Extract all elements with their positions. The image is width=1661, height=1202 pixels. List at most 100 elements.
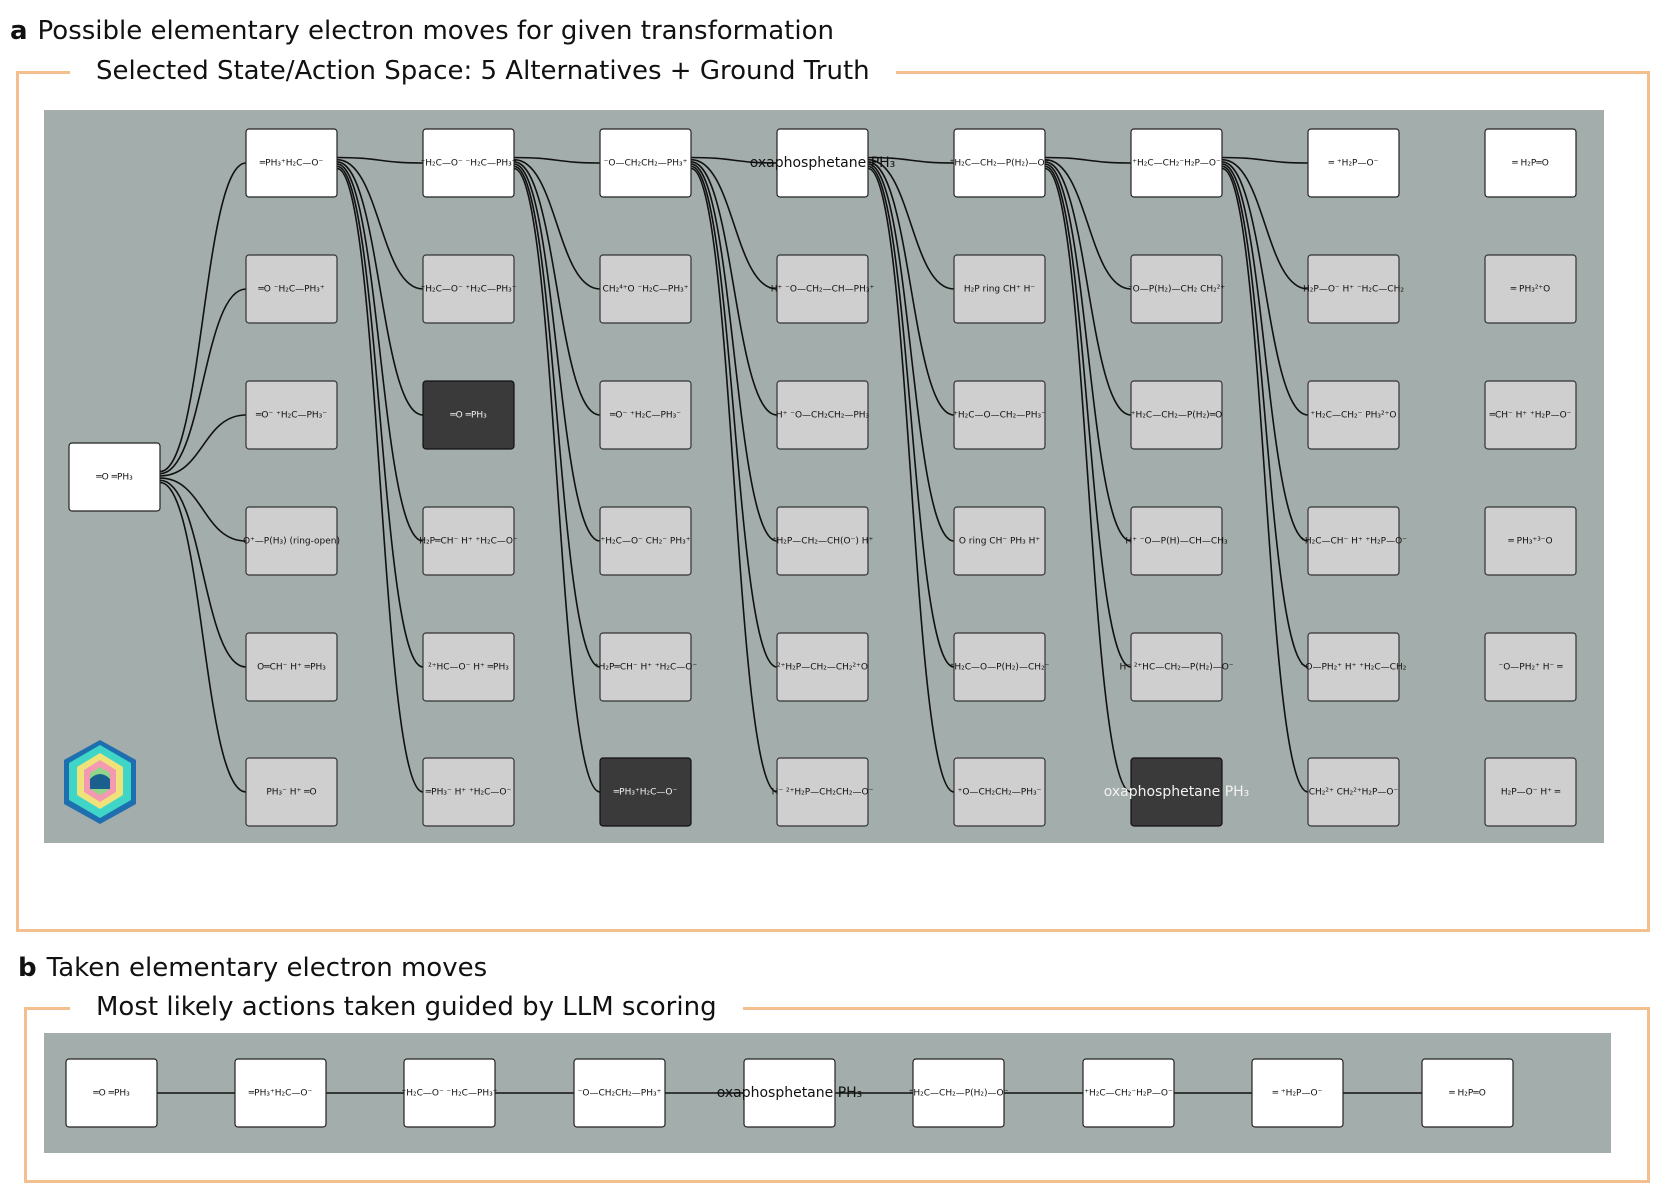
- alternative-state-node: ⁺H₂C—O—CH₂—PH₃⁻: [953, 380, 1046, 450]
- taken-step-node-label: ⁺H₂C—O⁻ ⁻H₂C—PH₃⁺: [401, 1089, 497, 1099]
- alternative-state-node-label: oxaphosphetane PH₃: [1104, 784, 1250, 800]
- alternative-state-node-label: ²⁺HC—O⁻ H⁺ ═PH₃: [428, 663, 509, 673]
- main-state-node: ⁺H₂C—O⁻ ⁻H₂C—PH₃⁺: [420, 128, 517, 198]
- tree-link: [1044, 165, 1132, 668]
- alternative-state-node: ═ PH₃⁺³⁻O: [1484, 506, 1577, 576]
- tree-link: [1044, 161, 1132, 416]
- main-state-node-label: ⁺H₂C—CH₂—P(H₂)—O⁻: [950, 159, 1050, 169]
- tree-link: [867, 167, 955, 793]
- alternative-state-node-label: ⁺H₂P═CH⁻ H⁺ ⁺H₂C—O⁻: [594, 663, 698, 673]
- taken-path-panel: ═O ═PH₃ ═PH₃⁺H₂C—O⁻ ⁺H₂C—O⁻ ⁻H₂C—PH₃⁺ ⁻O—CH…: [44, 1033, 1611, 1153]
- tree-link: [159, 479, 247, 668]
- taken-step-node-label: ═O ═PH₃: [92, 1089, 130, 1099]
- alternative-state-node: ⁺H₂P═CH⁻ H⁺ ⁺H₂C—O⁻: [594, 632, 698, 702]
- alternative-state-node-label: ⁺H₂C—O—CH₂—PH₃⁻: [953, 411, 1046, 421]
- tree-link: [513, 158, 601, 290]
- alternative-state-node-label: ⁺H₂C—CH₂—P(H₂)═O: [1131, 411, 1222, 421]
- alternative-state-node: H⁻ ²⁺H₂P—CH₂CH₂—O⁻: [772, 757, 874, 827]
- tree-link: [690, 158, 778, 290]
- tree-link: [690, 161, 778, 416]
- alternative-state-node: ⁺H₂C—O⁻ CH₂⁻ PH₃⁺: [599, 506, 692, 576]
- alternative-state-node: ²⁺H₂P—CH₂—CH₂²⁺O: [776, 632, 869, 702]
- tree-link: [867, 165, 955, 668]
- main-state-node: ═ H₂P═O: [1484, 128, 1577, 198]
- alternative-state-node: ⁺H₂C—CH⁻ H⁺ ⁺H₂P—O⁻: [1300, 506, 1407, 576]
- alternative-state-node-label: ⁻O—PH₂⁺ H⁺ ⁺H₂C—CH₂: [1301, 663, 1407, 673]
- alternative-state-node-label: ⁺H₂C—CH₂⁻ PH₃²⁺O: [1311, 411, 1397, 421]
- taken-step-node: ⁺H₂C—O⁻ ⁻H₂C—PH₃⁺: [401, 1058, 498, 1128]
- panel-a-heading-text: Possible elementary electron moves for g…: [37, 16, 834, 46]
- alternative-state-node-label: ²⁺H₂P—CH₂—CH₂²⁺O: [777, 663, 868, 673]
- alternative-state-node-label: ⁻O—PH₂⁺ H⁻ ═: [1498, 663, 1563, 673]
- alternative-state-node-label: H₂P═CH⁻ H⁺ ⁺H₂C—O⁻: [419, 537, 518, 547]
- tree-link: [336, 156, 424, 164]
- alternative-state-node: ⁻O—PH₂⁺ H⁻ ═: [1484, 632, 1577, 702]
- taken-step-node-label: oxaphosphetane PH₃: [717, 1085, 863, 1101]
- taken-step-node: oxaphosphetane PH₃: [717, 1058, 863, 1128]
- alternative-state-node: H⁺ ⁻O—CH₂CH₂—PH₃: [776, 380, 870, 450]
- alternative-state-node-label: H⁻ ²⁺H₂P—CH₂CH₂—O⁻: [772, 788, 874, 798]
- tree-link: [1221, 165, 1309, 668]
- alternative-state-node: O⁺—P(H₃) (ring-open): [243, 506, 340, 576]
- main-state-node-label: ⁺H₂C—CH₂⁻H₂P—O⁻: [1132, 159, 1221, 169]
- alternative-state-node-label: ═ PH₃⁺³⁻O: [1507, 537, 1552, 547]
- alternative-state-node: ═O ═PH₃: [422, 380, 515, 450]
- alternative-state-node-label: H₂P ring CH⁺ H⁻: [964, 285, 1036, 295]
- tree-link: [1044, 158, 1132, 290]
- alternative-state-node: CH₂⁴⁺O ⁻H₂C—PH₃⁺: [599, 254, 692, 324]
- panel-a-heading: a Possible elementary electron moves for …: [10, 16, 834, 46]
- tree-link: [336, 165, 424, 668]
- tree-link: [159, 477, 247, 542]
- alternative-state-node: ⁺H₂C—CH₂⁻ PH₃²⁺O: [1307, 380, 1400, 450]
- alternative-state-node: H₂P ring CH⁺ H⁻: [953, 254, 1046, 324]
- main-state-node: ⁻O—CH₂CH₂—PH₃⁺: [599, 128, 692, 198]
- alternative-state-node: ²⁺HC—O⁻ H⁺ ═PH₃: [422, 632, 515, 702]
- alternative-state-node-label: ⁺H₂C—CH⁻ H⁺ ⁺H₂P—O⁻: [1300, 537, 1407, 547]
- alternative-state-node: H⁻ ²⁺HC—CH₂—P(H₂)—O⁻: [1119, 632, 1234, 702]
- alternative-state-node-label: H₂P—O⁻ H⁺ ═: [1501, 788, 1561, 798]
- main-state-node-label: ═ H₂P═O: [1511, 159, 1549, 169]
- alternative-state-node-label: ═O⁻ ⁺H₂C—PH₃⁻: [255, 411, 327, 421]
- tree-link: [513, 163, 601, 542]
- taken-step-node: ⁺H₂C—CH₂—P(H₂)—O⁻: [909, 1058, 1009, 1128]
- alternative-state-node: ⁺O—CH₂CH₂—PH₃⁻: [953, 757, 1046, 827]
- panel-b-heading-text: Taken elementary electron moves: [46, 953, 488, 983]
- tree-link: [1221, 167, 1309, 793]
- alternative-state-node: ═O⁻ ⁺H₂C—PH₃⁻: [599, 380, 692, 450]
- alternative-state-node-label: O⁺—P(H₃) (ring-open): [243, 537, 340, 547]
- alternative-state-node-label: ⁺H₂C—O⁻ CH₂⁻ PH₃⁺: [601, 537, 691, 547]
- hexagon-logo-icon: [64, 740, 136, 824]
- alternative-state-node: ⁻O—PH₂⁺ H⁺ ⁺H₂C—CH₂: [1301, 632, 1407, 702]
- alternative-state-node-label: ⁺H₂P—CH₂—CH(O⁻) H⁺: [772, 537, 874, 547]
- alternative-state-node-label: ═ PH₃²⁺O: [1510, 285, 1551, 295]
- alternative-state-node-label: ⁻O—P(H₂)—CH₂ CH₂²⁺: [1128, 285, 1225, 295]
- panel-b-box-title: Most likely actions taken guided by LLM …: [70, 992, 743, 1022]
- state-action-tree: ═O ═PH₃ ═PH₃⁺H₂C—O⁻ ═O ⁻H₂C—PH₃⁺ ═O⁻ ⁺H₂C—P…: [68, 128, 1577, 827]
- alternative-state-node-label: H⁻ ²⁺HC—CH₂—P(H₂)—O⁻: [1119, 663, 1233, 673]
- tree-link: [336, 167, 424, 793]
- panel-a-box-title: Selected State/Action Space: 5 Alternati…: [70, 56, 896, 86]
- panel-b-letter: b: [18, 953, 37, 983]
- taken-step-node: ═O ═PH₃: [65, 1058, 158, 1128]
- alternative-state-node-label: H⁺ ⁻O—CH₂—CH—PH₃⁺: [771, 285, 875, 295]
- alternative-state-node: ⁺H₂C—O—P(H₂)—CH₂⁻: [950, 632, 1050, 702]
- alternative-state-node-label: ═O⁻ ⁺H₂C—PH₃⁻: [609, 411, 681, 421]
- main-state-node: ⁺H₂C—CH₂—P(H₂)—O⁻: [950, 128, 1050, 198]
- alternative-state-node-label: ═O ⁻H₂C—PH₃⁺: [257, 285, 325, 295]
- tree-link: [513, 156, 601, 164]
- taken-step-node-label: ⁻O—CH₂CH₂—PH₃⁺: [578, 1089, 662, 1099]
- taken-step-node: ═ ⁺H₂P—O⁻: [1251, 1058, 1344, 1128]
- tree-link: [1221, 161, 1309, 416]
- tree-link: [336, 161, 424, 416]
- alternative-state-node: H₂P—O⁻ H⁺ ⁻H₂C—CH₂: [1303, 254, 1404, 324]
- alternative-state-node-label: ═PH₃⁻ H⁺ ⁺H₂C—O⁻: [425, 788, 512, 798]
- alternative-state-node-label: ═PH₃⁺H₂C—O⁻: [613, 788, 678, 798]
- panel-b-heading: b Taken elementary electron moves: [18, 953, 487, 983]
- taken-step-node: ⁻O—CH₂CH₂—PH₃⁺: [573, 1058, 666, 1128]
- alternative-state-node: H⁺ ⁻O—P(H)—CH—CH₃: [1125, 506, 1228, 576]
- alternative-state-node-label: ⁺H₂C—O⁻ ⁺H₂C—PH₃⁻: [420, 285, 516, 295]
- taken-step-node: ═PH₃⁺H₂C—O⁻: [234, 1058, 327, 1128]
- tree-link: [1221, 158, 1309, 290]
- alternative-state-node-label: O ring CH⁻ PH₃ H⁺: [959, 537, 1041, 547]
- tree-link: [690, 167, 778, 793]
